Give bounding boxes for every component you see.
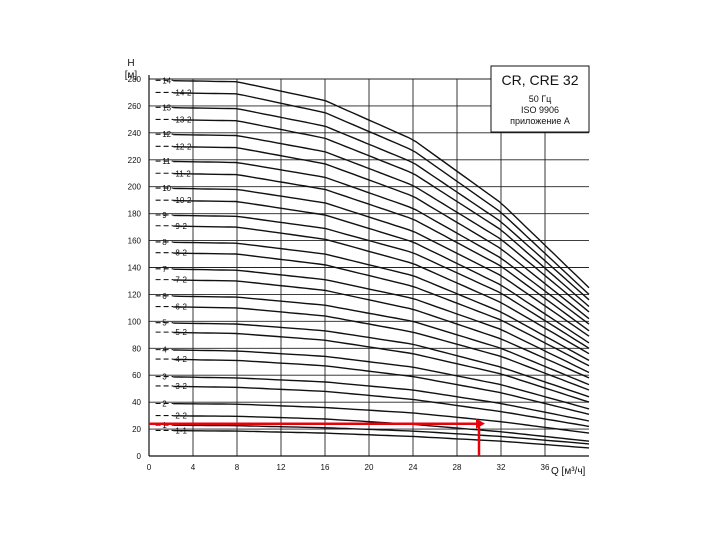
curve-label-12: 12: [162, 130, 171, 139]
y-tick-label: 280: [128, 75, 142, 84]
curve-label-1-1: 1-1: [175, 426, 187, 435]
curve-12-2: [173, 146, 590, 320]
performance-curves: [155, 79, 590, 449]
curve-label-3-2: 3-2: [175, 382, 187, 391]
curve-label-4-2: 4-2: [175, 355, 187, 364]
curve-14: [173, 80, 590, 289]
curve-6: [173, 295, 590, 386]
x-tick-label: 12: [277, 463, 286, 472]
curve-2-2: [173, 415, 590, 442]
curve-label-6: 6: [162, 292, 167, 301]
chart-axes: 0204060801001201401601802002202402602800…: [128, 75, 589, 472]
curve-label-5: 5: [162, 319, 167, 328]
curve-label-13-2: 13-2: [175, 115, 192, 124]
curve-label-10-2: 10-2: [175, 196, 192, 205]
x-tick-label: 16: [321, 463, 330, 472]
y-tick-label: 60: [132, 371, 141, 380]
curve-13: [173, 106, 590, 301]
x-tick-label: 20: [365, 463, 374, 472]
curve-1: [173, 424, 590, 445]
curve-6-2: [173, 306, 590, 391]
x-tick-label: 4: [191, 463, 196, 472]
y-tick-label: 160: [128, 237, 142, 246]
curve-3: [173, 376, 590, 422]
curve-4-2: [173, 358, 590, 415]
y-tick-label: 200: [128, 183, 142, 192]
curve-label-6-2: 6-2: [175, 303, 187, 312]
curve-label-1: 1: [162, 421, 167, 430]
curve-11: [173, 160, 590, 325]
curve-8-2: [173, 252, 590, 367]
red-leader-line: [149, 422, 481, 456]
curve-label-13: 13: [162, 103, 171, 112]
x-axis-label: Q [м³/ч]: [551, 466, 586, 477]
curve-10-2: [173, 199, 590, 344]
curve-9-2: [173, 225, 590, 355]
x-tick-label: 24: [409, 463, 418, 472]
curve-label-2-2: 2-2: [175, 412, 187, 421]
y-tick-label: 100: [128, 317, 142, 326]
y-tick-label: 80: [132, 344, 141, 353]
curve-9: [173, 214, 590, 349]
curve-label-4: 4: [162, 346, 167, 355]
curve-label-7-2: 7-2: [175, 276, 187, 285]
chart-subtitle-appendix: приложение A: [510, 116, 570, 126]
curve-11-2: [173, 172, 590, 332]
curve-12: [173, 133, 590, 313]
curve-5: [173, 322, 590, 398]
y-tick-label: 260: [128, 102, 142, 111]
curve-label-5-2: 5-2: [175, 328, 187, 337]
curve-labels: 1-112-223-234-245-256-267-278-289-2910-2…: [162, 76, 192, 435]
y-tick-label: 120: [128, 290, 142, 299]
curve-label-8-2: 8-2: [175, 249, 187, 258]
chart-subtitle-frequency: 50 Гц: [529, 94, 552, 104]
curve-14-2: [173, 92, 590, 295]
x-tick-label: 28: [453, 463, 462, 472]
title-box-frame: [490, 65, 590, 133]
curve-2: [173, 403, 590, 434]
curve-label-14: 14: [162, 76, 171, 85]
curve-4: [173, 349, 590, 410]
y-tick-label: 180: [128, 210, 142, 219]
curve-1-1: [173, 429, 590, 449]
y-tick-label: 40: [132, 398, 141, 407]
curve-label-3: 3: [162, 373, 167, 382]
curve-5-2: [173, 331, 590, 403]
chart-title: CR, CRE 32: [501, 72, 578, 88]
curve-8: [173, 241, 590, 362]
y-tick-label: 240: [128, 129, 142, 138]
curve-label-9: 9: [162, 211, 167, 220]
x-tick-label: 32: [497, 463, 506, 472]
curve-label-10: 10: [162, 184, 171, 193]
curve-3-2: [173, 385, 590, 428]
y-axis-label-unit: [м]: [125, 70, 138, 81]
curve-label-11: 11: [162, 157, 171, 166]
curve-label-8: 8: [162, 238, 167, 247]
curve-7: [173, 268, 590, 374]
curve-label-14-2: 14-2: [175, 88, 192, 97]
y-tick-label: 220: [128, 156, 142, 165]
red-arrowhead: [476, 418, 485, 429]
curve-label-7: 7: [162, 265, 167, 274]
y-tick-label: 20: [132, 425, 141, 434]
y-tick-label: 0: [137, 452, 142, 461]
title-box: CR, CRE 32 50 Гц ISO 9906 приложение A: [490, 65, 590, 133]
x-tick-label: 0: [147, 463, 152, 472]
curve-label-11-2: 11-2: [175, 169, 191, 178]
curve-13-2: [173, 119, 590, 308]
curve-10: [173, 187, 590, 337]
y-axis-label-symbol: H: [127, 58, 134, 69]
curve-7-2: [173, 279, 590, 379]
curve-label-9-2: 9-2: [175, 222, 187, 231]
y-tick-label: 140: [128, 264, 142, 273]
chart-subtitle-standard: ISO 9906: [521, 105, 559, 115]
curve-label-12-2: 12-2: [175, 142, 192, 151]
red-operating-point-leader: [149, 418, 485, 456]
x-tick-label: 36: [541, 463, 550, 472]
x-tick-label: 8: [235, 463, 240, 472]
curve-label-2: 2: [162, 399, 167, 408]
